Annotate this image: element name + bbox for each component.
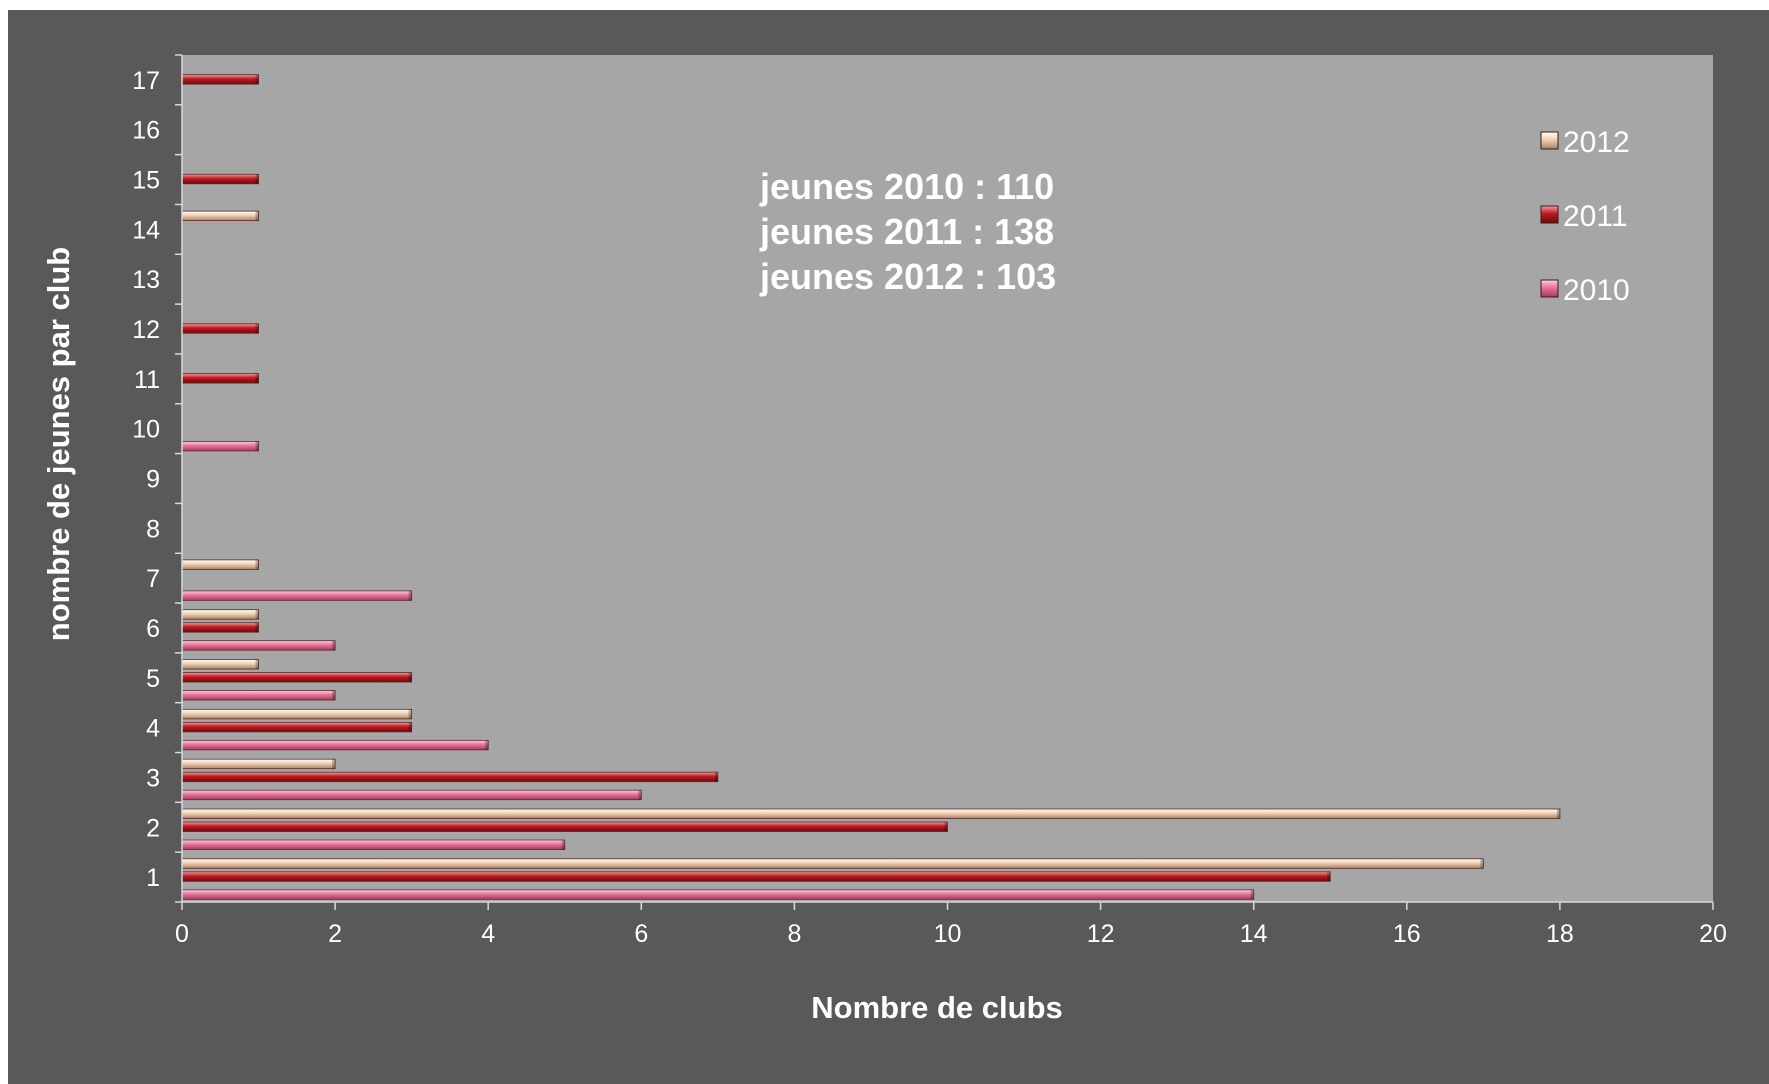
bar-end-2010-cat-1 (1250, 889, 1254, 900)
bar-2012-cat-1 (181, 858, 1484, 869)
bar-2010-cat-5 (181, 690, 336, 701)
y-tick-label: 6 (146, 615, 160, 643)
bar-2011-cat-17 (181, 74, 259, 85)
bar-end-2012-cat-14 (255, 211, 259, 221)
bar-end-2010-cat-5 (332, 690, 336, 701)
y-tick-label: 14 (132, 216, 160, 244)
y-tick-label: 7 (146, 565, 160, 593)
y-tick-label: 5 (146, 665, 160, 693)
bar-2012-cat-3 (181, 758, 336, 770)
x-tick-label: 18 (1546, 920, 1574, 948)
x-tick-label: 8 (787, 920, 801, 948)
legend-swatch-2012 (1540, 131, 1559, 150)
axes-layer: 0 2 4 6 8 10 12 14 16 18 2012345678910111213141516… (132, 54, 1727, 948)
bar-2012-cat-5 (181, 659, 259, 670)
x-tick-label: 10 (934, 920, 962, 948)
bars-layer (181, 74, 1561, 900)
bar-2011-cat-2 (181, 821, 948, 832)
bar-end-2011-cat-12 (255, 323, 259, 334)
bar-end-2010-cat-10 (255, 441, 259, 451)
x-tick-label: 6 (634, 920, 648, 948)
bar-end-2012-cat-4 (408, 709, 412, 719)
y-tick-label: 1 (146, 864, 160, 892)
legend-swatch-2010 (1540, 279, 1559, 298)
bar-end-2012-cat-2 (1556, 809, 1560, 819)
bar-2011-cat-6 (181, 622, 259, 633)
bar-end-2010-cat-6 (332, 640, 336, 651)
bar-2011-cat-11 (181, 373, 259, 384)
annotation-box: jeunes 2010 : 110 jeunes 2011 : 138 jeun… (759, 166, 1056, 297)
bar-end-2010-cat-4 (485, 740, 489, 750)
bar-2011-cat-5 (181, 672, 413, 683)
bar-end-2011-cat-3 (714, 772, 718, 782)
bar-end-2012-cat-3 (332, 759, 336, 769)
bar-end-2010-cat-7 (408, 590, 412, 601)
bar-2011-cat-15 (181, 173, 259, 185)
y-tick-label: 2 (146, 814, 160, 842)
plot-area (182, 55, 1713, 902)
x-tick-label: 20 (1699, 920, 1727, 948)
annotation-2010: jeunes 2010 : 110 (759, 166, 1054, 207)
legend-label-2012: 2012 (1563, 126, 1630, 159)
bar-2012-cat-6 (181, 609, 259, 620)
bar-end-2012-cat-5 (255, 659, 259, 670)
x-tick-label: 2 (328, 920, 342, 948)
y-tick-label: 12 (132, 316, 160, 344)
bar-2012-cat-4 (181, 708, 413, 720)
y-tick-label: 3 (146, 764, 160, 792)
legend: 2012 2011 2010 (1540, 126, 1630, 307)
bar-2011-cat-4 (181, 721, 413, 733)
annotation-2011: jeunes 2011 : 138 (759, 211, 1054, 252)
x-tick-label: 16 (1393, 920, 1421, 948)
x-tick-label: 0 (175, 920, 189, 948)
x-tick-label: 12 (1087, 920, 1115, 948)
y-tick-label: 4 (146, 715, 160, 743)
legend-label-2011: 2011 (1563, 200, 1628, 233)
bar-2010-cat-10 (181, 441, 259, 452)
x-tick-label: 14 (1240, 920, 1268, 948)
bar-2012-cat-14 (181, 210, 259, 222)
bar-end-2011-cat-6 (255, 622, 259, 633)
bar-end-2010-cat-2 (561, 840, 565, 850)
y-tick-label: 17 (132, 67, 160, 95)
annotation-2012: jeunes 2012 : 103 (759, 256, 1056, 297)
bar-2010-cat-7 (181, 590, 413, 601)
bar-end-2012-cat-7 (255, 559, 259, 570)
bar-2010-cat-4 (181, 739, 489, 751)
bar-end-2011-cat-1 (1327, 871, 1331, 882)
bar-end-2011-cat-17 (255, 74, 259, 85)
bar-end-2011-cat-15 (255, 174, 259, 184)
bar-end-2012-cat-1 (1480, 858, 1484, 869)
bar-2010-cat-2 (181, 839, 566, 850)
y-tick-label: 9 (146, 466, 160, 494)
bar-end-2012-cat-6 (255, 609, 259, 620)
bar-end-2010-cat-3 (638, 790, 642, 800)
bar-end-2011-cat-2 (944, 822, 948, 832)
legend-swatch-2011 (1540, 205, 1559, 224)
bar-2011-cat-12 (181, 323, 259, 334)
y-tick-label: 11 (134, 366, 160, 394)
y-tick-label: 15 (132, 167, 160, 195)
x-tick-label: 4 (481, 920, 495, 948)
bar-2010-cat-1 (181, 889, 1255, 900)
y-tick-label: 13 (132, 266, 160, 294)
y-tick-label: 8 (146, 515, 160, 543)
y-axis-title: nombre de jeunes par club (41, 247, 76, 641)
y-tick-label: 10 (132, 416, 160, 444)
bar-2011-cat-3 (181, 771, 719, 783)
bar-2010-cat-3 (181, 789, 642, 801)
bar-end-2011-cat-4 (408, 722, 412, 732)
legend-label-2010: 2010 (1563, 274, 1630, 307)
y-tick-label: 16 (132, 117, 160, 145)
bar-2012-cat-7 (181, 559, 259, 570)
bar-2012-cat-2 (181, 808, 1561, 819)
bar-end-2011-cat-5 (408, 672, 412, 683)
bar-end-2011-cat-11 (255, 373, 259, 384)
bar-2011-cat-1 (181, 871, 1331, 882)
x-axis-title: Nombre de clubs (811, 990, 1063, 1025)
bar-2010-cat-6 (181, 640, 336, 651)
